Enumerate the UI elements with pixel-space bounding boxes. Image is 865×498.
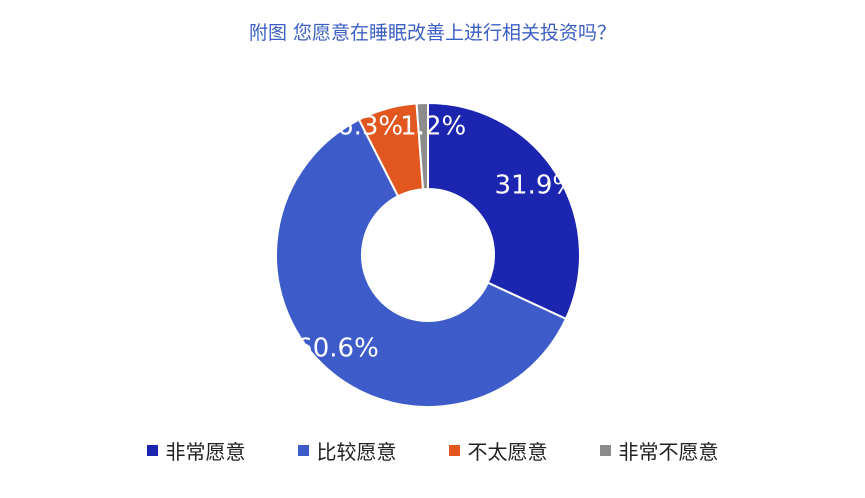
legend-item-not-very-willing: 不太愿意	[448, 436, 548, 465]
donut-chart: 31.9% 60.6% 6.3%1.2%	[275, 101, 581, 408]
legend-item-somewhat-willing: 比较愿意	[297, 436, 397, 465]
chart-title: 附图 您愿意在睡眠改善上进行相关投资吗？	[248, 22, 617, 44]
legend-swatch-not-very-willing	[448, 445, 460, 456]
slice-somewhat-willing	[275, 118, 568, 408]
legend-swatch-somewhat-willing	[297, 445, 309, 456]
data-label-somewhat-willing: 60.6%	[296, 334, 379, 364]
slice-very-willing	[427, 101, 581, 321]
data-label-very-willing: 31.9%	[494, 171, 577, 201]
legend-label-very-unwilling: 非常不愿意	[618, 440, 719, 464]
slice-very-unwilling	[415, 101, 429, 191]
legend-label-somewhat-willing: 比较愿意	[316, 440, 397, 464]
legend-item-very-unwilling: 非常不愿意	[599, 436, 719, 465]
legend-item-very-willing: 非常愿意	[146, 436, 246, 465]
legend: 非常愿意 比较愿意 不太愿意 非常不愿意	[0, 436, 865, 465]
legend-swatch-very-unwilling	[599, 445, 611, 456]
legend-swatch-very-willing	[146, 445, 158, 456]
legend-label-very-willing: 非常愿意	[165, 440, 246, 464]
legend-label-not-very-willing: 不太愿意	[467, 440, 548, 464]
data-label-not-very-willing: 6.3%	[337, 111, 403, 141]
data-label-very-unwilling: 1.2%	[400, 112, 466, 142]
